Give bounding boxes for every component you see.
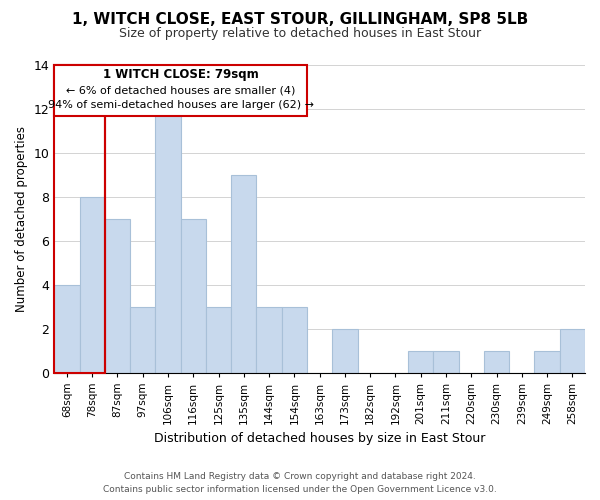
Text: 1, WITCH CLOSE, EAST STOUR, GILLINGHAM, SP8 5LB: 1, WITCH CLOSE, EAST STOUR, GILLINGHAM, …	[72, 12, 528, 28]
Bar	[130, 306, 155, 372]
Y-axis label: Number of detached properties: Number of detached properties	[15, 126, 28, 312]
Bar	[256, 306, 282, 372]
Bar	[105, 219, 130, 372]
Bar	[80, 197, 105, 372]
Bar	[484, 350, 509, 372]
Bar	[332, 328, 358, 372]
Text: ← 6% of detached houses are smaller (4): ← 6% of detached houses are smaller (4)	[66, 86, 295, 96]
Text: 94% of semi-detached houses are larger (62) →: 94% of semi-detached houses are larger (…	[47, 100, 314, 110]
Bar	[433, 350, 458, 372]
Bar	[535, 350, 560, 372]
Text: Contains HM Land Registry data © Crown copyright and database right 2024.
Contai: Contains HM Land Registry data © Crown c…	[103, 472, 497, 494]
Bar	[206, 306, 231, 372]
Bar	[231, 175, 256, 372]
X-axis label: Distribution of detached houses by size in East Stour: Distribution of detached houses by size …	[154, 432, 485, 445]
Bar	[408, 350, 433, 372]
Text: 1 WITCH CLOSE: 79sqm: 1 WITCH CLOSE: 79sqm	[103, 68, 259, 82]
Text: Size of property relative to detached houses in East Stour: Size of property relative to detached ho…	[119, 28, 481, 40]
Bar	[54, 284, 80, 372]
Bar	[181, 219, 206, 372]
Bar	[155, 109, 181, 372]
Bar	[282, 306, 307, 372]
Bar	[560, 328, 585, 372]
Bar	[54, 65, 105, 372]
